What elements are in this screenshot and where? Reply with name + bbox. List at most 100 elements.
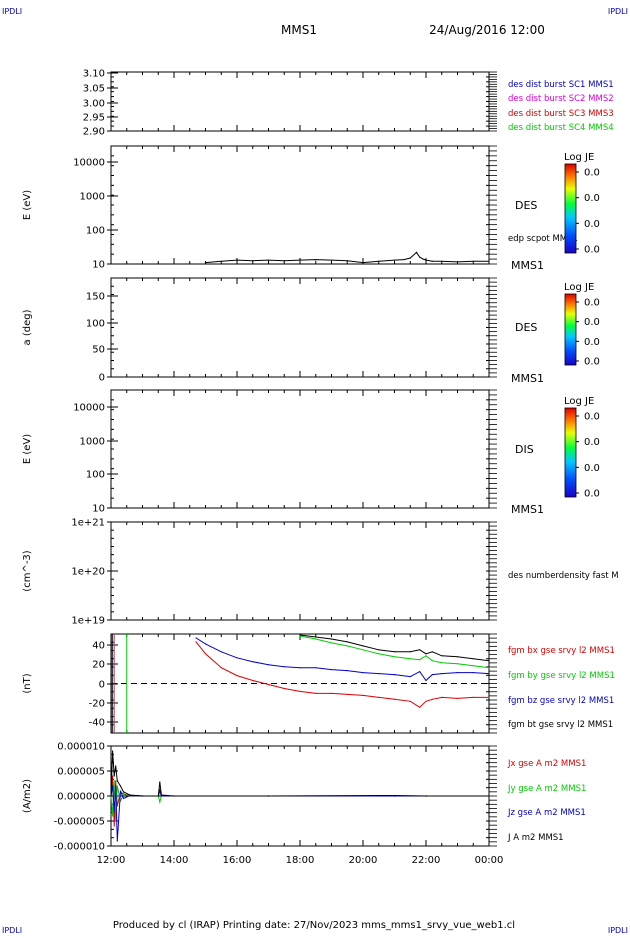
data-point bbox=[419, 649, 421, 651]
y-tick-label: 150 bbox=[86, 292, 105, 303]
y-axis-label: E (eV) bbox=[22, 434, 33, 464]
colorbar-tick-label: 0.0 bbox=[584, 437, 600, 448]
data-point bbox=[393, 651, 396, 653]
colorbar-tick-label: 0.0 bbox=[584, 463, 600, 474]
data-point bbox=[488, 795, 490, 797]
data-point bbox=[393, 259, 396, 261]
data-point bbox=[315, 638, 317, 640]
colorbar-tick-label: 0.0 bbox=[584, 193, 600, 204]
y-axis-label: (cm^-3) bbox=[22, 550, 33, 591]
data-point bbox=[236, 675, 238, 677]
data-point bbox=[112, 815, 114, 817]
data-point bbox=[113, 810, 115, 812]
data-point bbox=[441, 260, 443, 262]
legend-entry: edp scpot MMS1 bbox=[508, 234, 578, 244]
y-tick-label: 2.95 bbox=[83, 113, 105, 124]
data-point bbox=[119, 785, 122, 787]
data-point bbox=[315, 667, 317, 669]
data-point bbox=[195, 641, 197, 643]
data-point bbox=[425, 653, 427, 655]
data-point bbox=[116, 780, 118, 782]
data-point bbox=[283, 260, 285, 262]
panel-frame bbox=[110, 71, 490, 132]
data-point bbox=[204, 653, 207, 655]
instrument-label: DIS bbox=[515, 443, 534, 456]
plot-mission-title: MMS1 bbox=[281, 23, 317, 37]
y-tick-label: 1000 bbox=[80, 192, 105, 203]
data-point bbox=[362, 649, 364, 651]
data-point bbox=[252, 661, 254, 663]
data-point bbox=[419, 256, 421, 258]
legend-entry: des dist burst SC2 MMS2 bbox=[508, 94, 614, 104]
y-tick-label: 3.10 bbox=[83, 69, 105, 80]
data-point bbox=[113, 775, 115, 777]
legend-entry: fgm bt gse srvy l2 MMS1 bbox=[508, 720, 613, 730]
data-point bbox=[488, 260, 490, 262]
series-group bbox=[204, 251, 490, 264]
data-point bbox=[425, 679, 427, 682]
y-tick-label: 3.00 bbox=[83, 99, 105, 110]
legend-entry: fgm bx gse srvy l2 MMS1 bbox=[508, 646, 615, 656]
y-tick-label: 100 bbox=[86, 470, 105, 481]
data-point bbox=[330, 259, 333, 261]
data-point bbox=[123, 793, 125, 796]
y-tick-label: 40 bbox=[92, 641, 105, 652]
data-point bbox=[236, 259, 238, 261]
data-point bbox=[119, 790, 122, 792]
data-point bbox=[315, 692, 317, 695]
data-point bbox=[330, 692, 333, 695]
colorbar-tick-label: 0.0 bbox=[584, 168, 600, 179]
y-tick-label: 2.90 bbox=[83, 127, 105, 138]
spacecraft-label: MMS1 bbox=[511, 372, 544, 385]
colorbar-tick-label: 0.0 bbox=[584, 357, 600, 368]
y-tick-label: 0.000010 bbox=[57, 742, 105, 753]
data-point bbox=[362, 672, 364, 674]
data-point bbox=[419, 671, 421, 673]
time-tick-label: 22:00 bbox=[412, 855, 441, 866]
series-line-jy-gse-a-m2-mms1 bbox=[110, 780, 489, 822]
y-tick-label: 10 bbox=[92, 260, 105, 271]
data-point bbox=[173, 795, 175, 797]
data-point bbox=[472, 696, 474, 699]
y-tick-label: 1e+21 bbox=[71, 518, 105, 529]
data-point bbox=[393, 698, 396, 700]
y-tick-label: 0 bbox=[99, 680, 105, 691]
y-tick-label: 0.000005 bbox=[57, 767, 105, 778]
data-point bbox=[425, 259, 427, 261]
data-point bbox=[115, 765, 117, 767]
data-point bbox=[456, 261, 459, 263]
data-point bbox=[204, 262, 207, 264]
data-point bbox=[378, 260, 380, 262]
legend-entry: des dist burst SC3 MMS3 bbox=[508, 109, 614, 119]
legend-entry: des dist burst SC4 MMS4 bbox=[508, 123, 614, 133]
data-point bbox=[472, 665, 474, 667]
data-point bbox=[431, 674, 433, 676]
panel-des-pitch: 150 100 50 0 a (deg) DES MMS1 Log JE 0.0 0.0 0.0 0.… bbox=[22, 277, 600, 385]
series-line-fgm-bx-gse-srvy-l2-mms1 bbox=[195, 641, 489, 708]
y-tick-label: -0.000010 bbox=[54, 842, 105, 853]
panel-frame bbox=[110, 277, 490, 378]
data-point bbox=[346, 641, 348, 643]
colorbar-title: Log JE bbox=[564, 396, 594, 407]
data-point bbox=[393, 674, 396, 676]
colorbar-tick-label: 0.0 bbox=[584, 412, 600, 423]
data-point bbox=[378, 696, 380, 699]
panel-des-energy: 10000 1000 100 10 E (eV) edp scpot MMS1 DES MMS… bbox=[22, 145, 600, 272]
legend-entry: des numberdensity fast M bbox=[508, 571, 619, 581]
data-point bbox=[141, 795, 144, 797]
data-point bbox=[441, 673, 443, 675]
y-tick-label: -20 bbox=[89, 699, 105, 710]
data-point bbox=[431, 698, 433, 700]
data-point bbox=[299, 690, 301, 693]
data-point bbox=[488, 660, 490, 662]
data-point bbox=[267, 664, 270, 666]
data-point bbox=[425, 655, 427, 657]
data-point bbox=[415, 251, 418, 253]
data-point bbox=[113, 780, 115, 782]
plot-date-title: 24/Aug/2016 12:00 bbox=[429, 23, 545, 37]
colorbar-tick-label: 0.0 bbox=[584, 337, 600, 348]
data-point bbox=[472, 658, 474, 660]
data-point bbox=[220, 667, 222, 669]
panel-density: 1e+21 1e+20 1e+19 (cm^-3) des numberdensity … bbox=[22, 518, 619, 627]
